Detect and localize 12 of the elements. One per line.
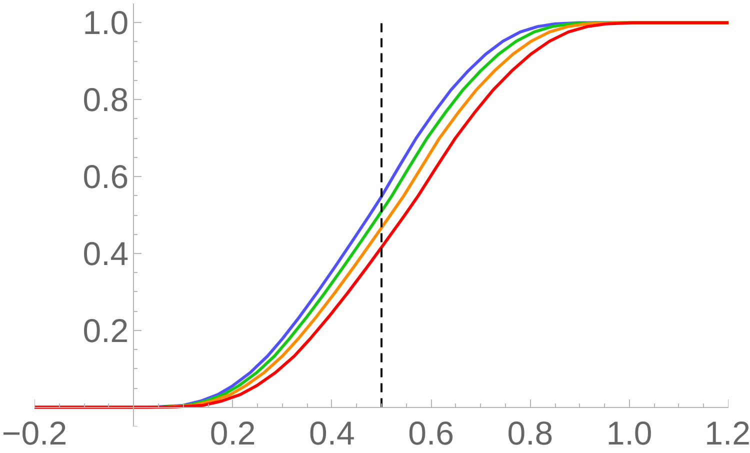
x-tick-label: 0.6 <box>408 414 454 452</box>
x-tick-label: 0.4 <box>308 414 355 452</box>
x-tick-label: −0.2 <box>2 414 68 452</box>
y-tick-label: 0.2 <box>82 312 129 349</box>
x-tick-label: 0.8 <box>507 414 554 452</box>
x-tick-label: 0.2 <box>210 414 256 452</box>
y-tick-label: 0.4 <box>82 234 129 272</box>
y-tick-label: 1.0 <box>82 4 129 42</box>
x-tick-label: 1.0 <box>606 414 652 452</box>
x-tick-label: 1.2 <box>704 414 750 452</box>
y-tick-label: 0.6 <box>82 158 129 196</box>
y-tick-label: 0.8 <box>82 81 129 118</box>
